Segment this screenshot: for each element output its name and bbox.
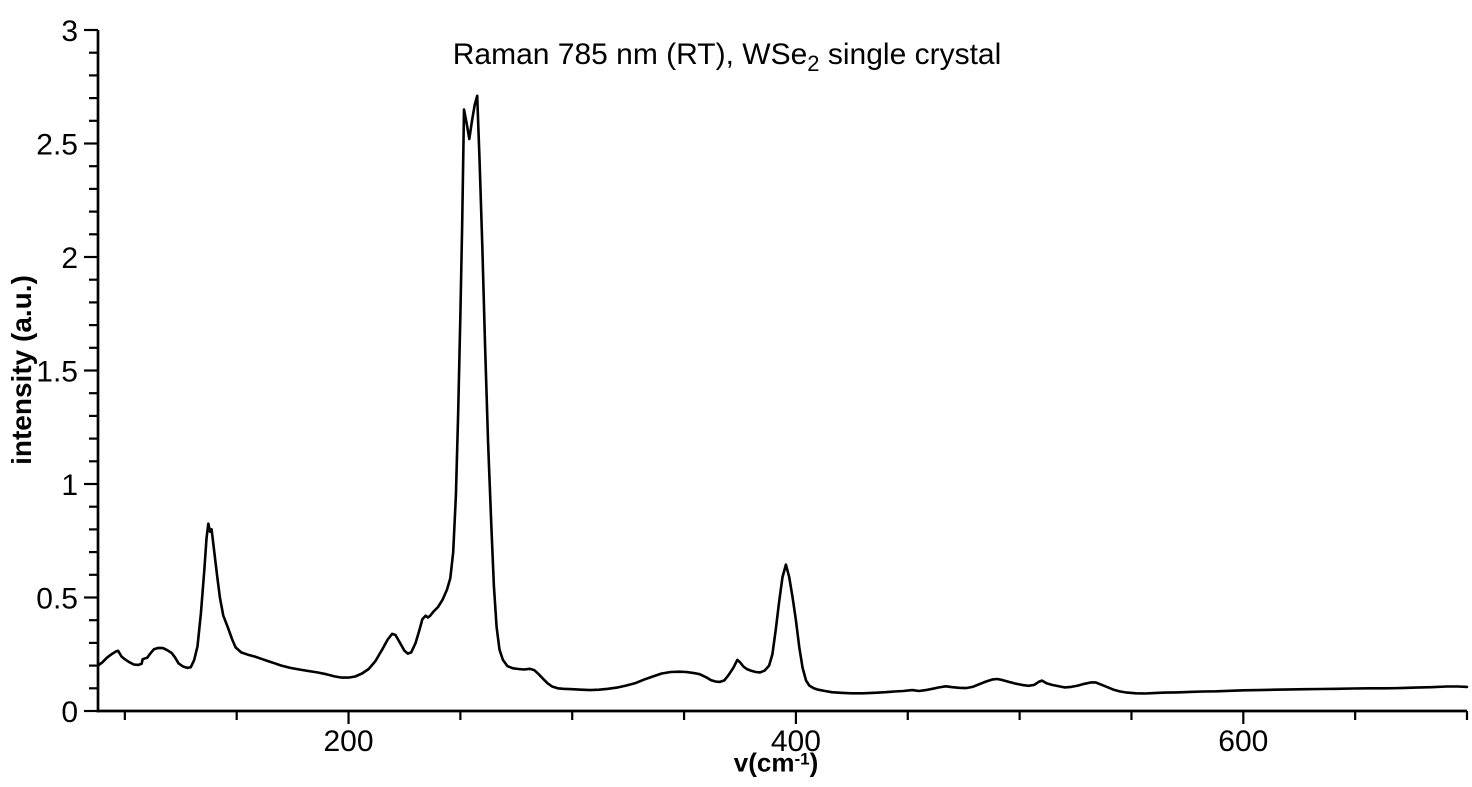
x-axis-label-prefix: v(cm (733, 747, 795, 778)
x-tick-label: 400 (771, 725, 821, 758)
axes (96, 30, 1467, 713)
y-tick-label: 3 (61, 15, 78, 48)
chart-title: Raman 785 nm (RT), WSe2 single crystal (452, 38, 1002, 75)
tick-marks (84, 28, 1469, 724)
y-tick-label: 0 (61, 696, 78, 729)
spectrum-line-group (96, 94, 1469, 695)
chart-title-suffix: single crystal (819, 38, 1002, 71)
x-axis-label-suffix: ) (809, 747, 819, 778)
y-tick-label: 1.5 (36, 356, 78, 389)
y-tick-label: 2 (61, 242, 78, 275)
y-tick-label: 0.5 (36, 583, 78, 616)
spectrum-line (96, 94, 1469, 695)
x-axis-label: v(cm-1) (734, 748, 819, 779)
chart-title-subscript: 2 (807, 51, 820, 76)
tick-labels: 200 400 600 0 0.5 1 1.5 2 2.5 3 (36, 15, 1268, 758)
y-tick-label: 2.5 (36, 129, 78, 162)
x-tick-label: 200 (324, 725, 374, 758)
x-axis-label-superscript: -1 (794, 749, 810, 769)
y-tick-label: 1 (61, 469, 78, 502)
chart-title-prefix: Raman 785 nm (RT), WSe (452, 38, 808, 71)
x-tick-label: 600 (1218, 725, 1268, 758)
